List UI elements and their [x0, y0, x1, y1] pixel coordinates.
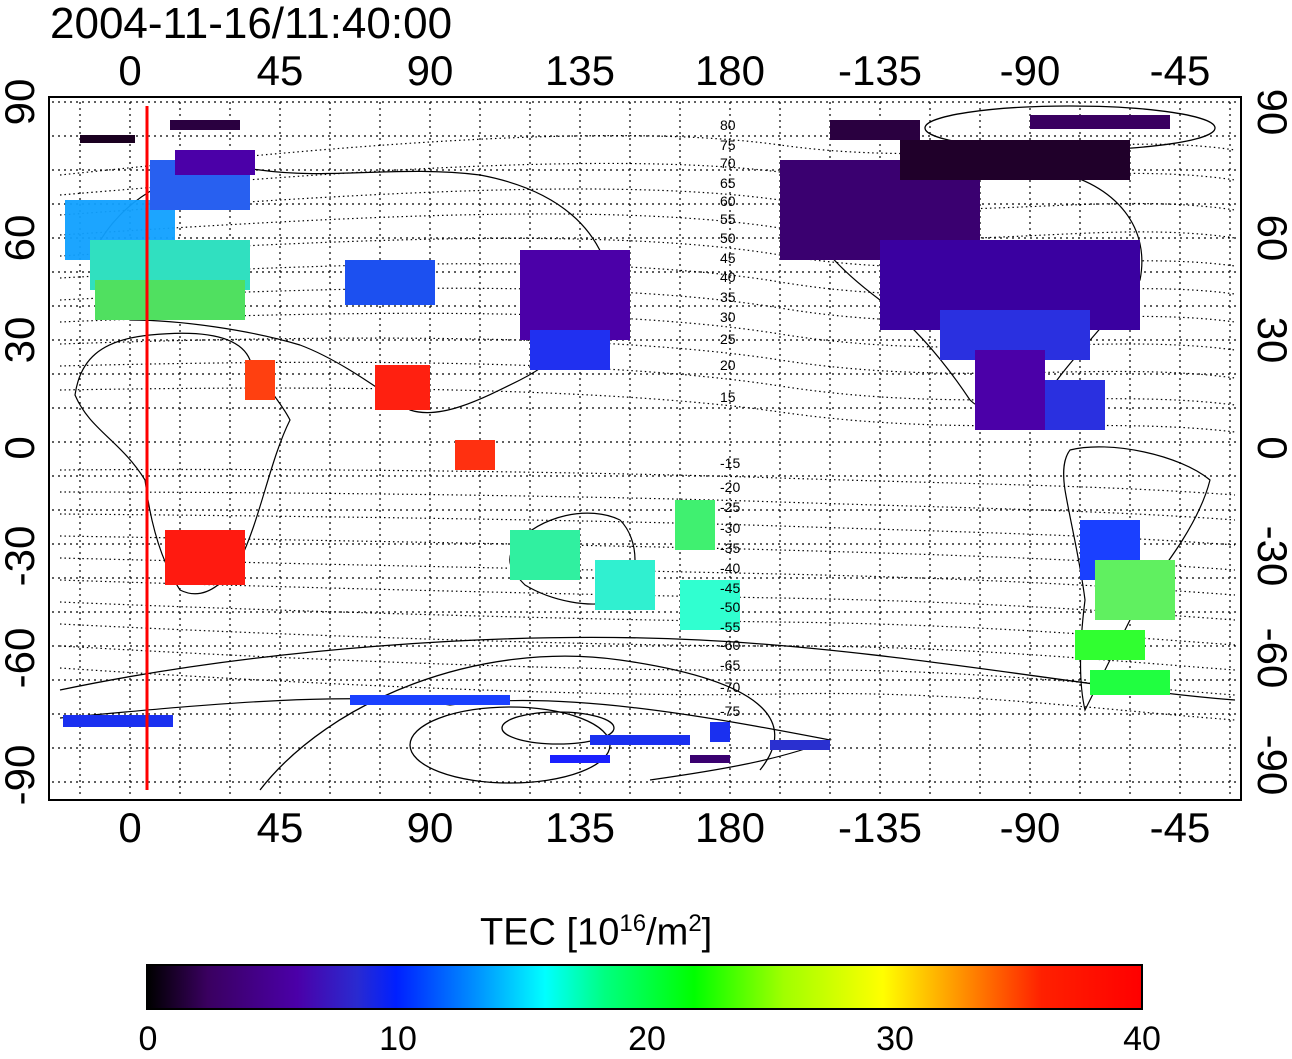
x-tick-label: -45	[1150, 804, 1211, 851]
y-tick-label: 90	[0, 79, 43, 126]
contour-label: -55	[720, 619, 740, 635]
x-tick-label: -135	[838, 804, 922, 851]
x-axis-bottom: 0 45 90 135 180 -135 -90 -45	[118, 804, 1210, 851]
contour-labels: 80 75 70 65 60 55 50 45 40 35 30 25 20 1…	[720, 117, 740, 719]
contour-label: -65	[720, 657, 740, 673]
contour-label: 70	[720, 155, 736, 171]
contour-label: -20	[720, 479, 740, 495]
colorbar-title-part: ]	[701, 911, 713, 954]
contour-label: 60	[720, 193, 736, 209]
colorbar-title-part: TEC [10	[480, 911, 620, 954]
contour-label: 15	[720, 389, 736, 405]
x-tick-label: 45	[257, 47, 304, 94]
contour-label: 75	[720, 137, 736, 153]
colorbar-title: TEC [1016/m2]	[480, 910, 712, 955]
x-tick-label: -90	[1000, 47, 1061, 94]
y-tick-label: 60	[1249, 215, 1292, 262]
y-tick-label: 30	[0, 317, 43, 364]
contour-label: -35	[720, 540, 740, 556]
colorbar-title-part: /m	[646, 911, 689, 954]
contour-label: 40	[720, 269, 736, 285]
y-tick-label: -30	[0, 526, 43, 587]
x-tick-label: 135	[545, 804, 615, 851]
y-tick-label: -30	[1249, 526, 1292, 587]
y-tick-label: -90	[0, 745, 43, 806]
y-axis-left: 90 60 30 0 -30 -60 -90	[0, 79, 43, 806]
x-tick-label: 180	[695, 47, 765, 94]
colorbar-label: 40	[1123, 1020, 1161, 1058]
colorbar	[146, 964, 1143, 1010]
contour-label: -75	[720, 703, 740, 719]
contour-label: -30	[720, 520, 740, 536]
y-tick-label: 60	[0, 215, 43, 262]
y-tick-label: -60	[1249, 628, 1292, 689]
x-tick-label: -135	[838, 47, 922, 94]
x-tick-label: 90	[407, 47, 454, 94]
contour-label: -70	[720, 679, 740, 695]
x-tick-label: 180	[695, 804, 765, 851]
tec-map: 80 75 70 65 60 55 50 45 40 35 30 25 20 1…	[0, 47, 1292, 851]
y-tick-label: 30	[1249, 317, 1292, 364]
colorbar-label: 30	[876, 1020, 914, 1058]
y-tick-label: 90	[1249, 89, 1292, 136]
contour-label: 25	[720, 331, 736, 347]
contour-label: 35	[720, 289, 736, 305]
map-frame	[48, 96, 1242, 801]
tec-data-cells	[63, 115, 1175, 763]
colorbar-label: 10	[379, 1020, 417, 1058]
x-tick-label: -90	[1000, 804, 1061, 851]
y-tick-label: -60	[0, 628, 43, 689]
contour-label: -25	[720, 499, 740, 515]
contour-label: -45	[720, 580, 740, 596]
y-tick-label: 0	[1249, 436, 1292, 459]
contour-label: -50	[720, 599, 740, 615]
contour-label: -60	[720, 637, 740, 653]
x-axis-top: 0 45 90 135 180 -135 -90 -45	[118, 47, 1210, 94]
contour-label: 50	[720, 230, 736, 246]
y-tick-label: 0	[0, 436, 43, 459]
x-tick-label: -45	[1150, 47, 1211, 94]
map-title: 2004-11-16/11:40:00	[50, 0, 453, 48]
y-tick-label: -90	[1249, 735, 1292, 796]
contour-label: 30	[720, 309, 736, 325]
x-tick-label: 45	[257, 804, 304, 851]
colorbar-title-exponent: 2	[688, 910, 702, 937]
contour-label: -15	[720, 455, 740, 471]
contour-label: -40	[720, 560, 740, 576]
colorbar-label: 20	[628, 1020, 666, 1058]
contour-label: 55	[720, 211, 736, 227]
x-tick-label: 90	[407, 804, 454, 851]
y-axis-right: 90 60 30 0 -30 -60 -90	[1249, 89, 1292, 796]
colorbar-title-exponent: 16	[619, 910, 647, 937]
x-tick-label: 0	[118, 47, 141, 94]
contour-label: 45	[720, 250, 736, 266]
contour-label: 20	[720, 357, 736, 373]
contour-label: 65	[720, 175, 736, 191]
colorbar-label: 0	[138, 1020, 158, 1058]
contour-label: 80	[720, 117, 736, 133]
x-tick-label: 0	[118, 804, 141, 851]
x-tick-label: 135	[545, 47, 615, 94]
